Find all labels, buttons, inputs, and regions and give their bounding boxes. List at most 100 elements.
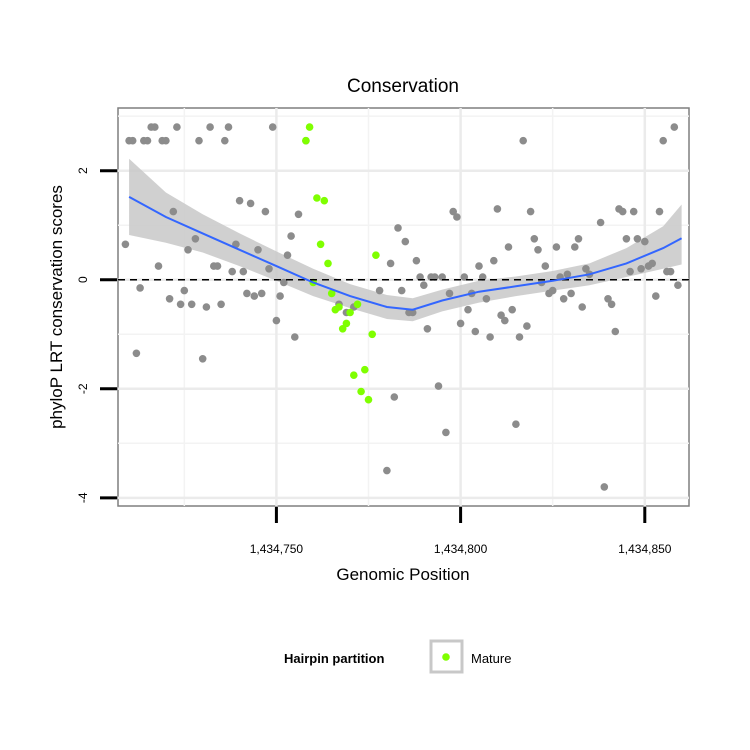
point-mature [361, 365, 369, 374]
point-other [486, 333, 494, 341]
legend: Hairpin partition Mature [284, 639, 511, 674]
point-other [515, 333, 524, 341]
point-other [604, 295, 612, 303]
point-other [622, 235, 631, 243]
point-other [438, 273, 447, 281]
axes: 1,434,750 1,434,800 1,434,850 -4 -2 0 2 [76, 167, 672, 556]
point-other [254, 246, 262, 254]
point-other [460, 273, 469, 281]
point-other [276, 292, 284, 300]
point-other [187, 300, 196, 309]
point-other [666, 267, 675, 276]
point-other [375, 286, 384, 295]
y-tick-label: -2 [76, 383, 90, 394]
point-other [217, 300, 225, 309]
smooth-line-layer [118, 196, 689, 311]
point-other [128, 136, 137, 145]
point-other [257, 289, 266, 298]
point-mature [305, 123, 314, 131]
point-other [154, 262, 163, 270]
point-mature [368, 330, 377, 339]
point-other [151, 123, 159, 131]
point-other [243, 289, 251, 298]
point-other [180, 286, 189, 295]
point-other [272, 316, 281, 325]
point-other [136, 284, 144, 292]
point-other [184, 246, 192, 254]
point-other [291, 333, 299, 341]
point-other [246, 199, 255, 208]
point-other [596, 218, 605, 227]
point-other [224, 123, 233, 131]
point-other [445, 289, 454, 298]
point-other [268, 123, 277, 131]
point-other [508, 305, 516, 314]
grid [118, 108, 689, 506]
point-other [641, 237, 649, 246]
point-other [206, 123, 214, 131]
point-other [280, 278, 288, 287]
point-other [523, 322, 531, 330]
point-other [607, 300, 616, 309]
y-axis-title: phyloP LRT conservation scores [47, 185, 66, 429]
point-other [497, 311, 505, 320]
point-other [423, 325, 432, 333]
point-other [202, 303, 211, 311]
point-other [674, 281, 682, 290]
point-other [283, 251, 292, 259]
point-other [493, 205, 502, 213]
point-other [386, 259, 395, 268]
point-other [504, 243, 513, 251]
point-other [198, 355, 207, 363]
point-other [582, 265, 590, 273]
point-other [434, 382, 443, 390]
x-axis-title: Genomic Position [336, 565, 469, 584]
point-other [478, 273, 487, 281]
point-other [232, 240, 240, 249]
point-other [213, 262, 222, 270]
point-other [571, 243, 579, 251]
x-tick-label: 1,434,850 [618, 542, 672, 556]
point-other [228, 267, 236, 276]
point-mature [364, 395, 373, 404]
point-other [482, 295, 491, 303]
point-other [670, 123, 679, 131]
point-other [294, 210, 303, 219]
y-tick-label: 0 [76, 276, 90, 283]
legend-title: Hairpin partition [284, 651, 384, 666]
point-mature [338, 325, 347, 333]
point-other [626, 267, 634, 276]
point-mature [320, 196, 329, 205]
smooth-line [128, 196, 683, 311]
point-other [401, 237, 410, 246]
point-other [143, 136, 152, 145]
point-other [195, 136, 203, 145]
point-other [464, 305, 472, 314]
point-other [408, 308, 417, 317]
point-other [501, 316, 509, 325]
point-other [637, 265, 645, 273]
point-other [578, 303, 586, 311]
point-other [121, 240, 130, 249]
point-other [261, 207, 270, 216]
point-mature [350, 371, 358, 380]
point-other [519, 136, 527, 145]
point-other [559, 295, 568, 303]
x-tick-label: 1,434,750 [250, 542, 304, 556]
point-mature [346, 308, 354, 317]
point-mature [342, 319, 351, 328]
point-other [394, 224, 402, 232]
x-tick-label: 1,434,800 [434, 542, 488, 556]
point-mature [335, 303, 343, 311]
y-tick-label: -4 [76, 492, 90, 503]
point-other [526, 207, 535, 216]
legend-label-mature: Mature [471, 651, 511, 666]
point-other [475, 262, 483, 270]
point-mature [324, 259, 332, 268]
point-other [287, 232, 295, 240]
point-other [265, 265, 273, 273]
point-other [652, 292, 660, 300]
point-other [648, 259, 656, 268]
point-other [239, 267, 248, 276]
